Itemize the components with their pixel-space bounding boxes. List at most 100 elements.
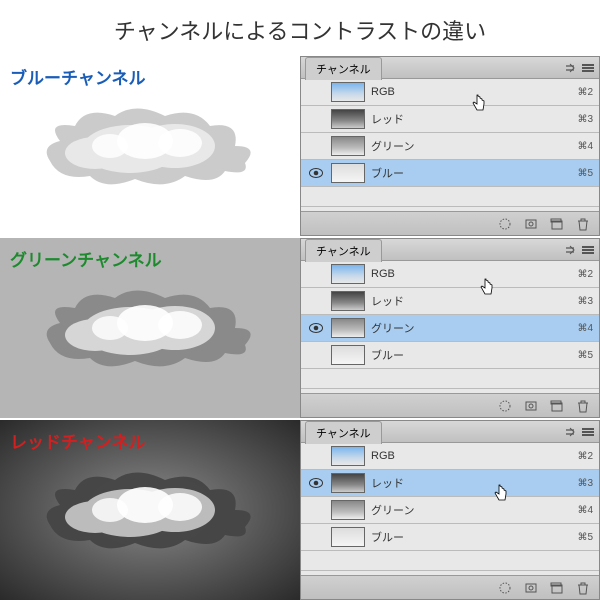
channel-preview-label: レッドチャンネル (10, 428, 146, 453)
channel-name: レッド (371, 111, 571, 127)
channel-shortcut: ⌘4 (577, 141, 593, 152)
delete-channel-icon[interactable] (575, 399, 591, 413)
channel-shortcut: ⌘2 (577, 451, 593, 462)
channel-row[interactable]: レッド ⌘3 (301, 106, 599, 133)
channel-row[interactable]: RGB ⌘2 (301, 443, 599, 470)
preview-area: ブルーチャンネル (0, 56, 300, 236)
channel-preview-label: ブルーチャンネル (10, 64, 146, 89)
load-selection-icon[interactable] (497, 217, 513, 231)
channel-shortcut: ⌘3 (577, 114, 593, 125)
channel-row[interactable]: ブルー ⌘5 (301, 342, 599, 369)
cloud-preview (35, 273, 265, 383)
new-channel-icon[interactable] (549, 217, 565, 231)
channel-name: レッド (371, 475, 571, 491)
channel-thumbnail (331, 264, 365, 284)
channel-row[interactable]: グリーン ⌘4 (301, 497, 599, 524)
section-row: ブルーチャンネル チャンネル RGB ⌘2 レッド ⌘3 (0, 56, 600, 236)
channel-name: レッド (371, 293, 571, 309)
section-row: グリーンチャンネル チャンネル RGB ⌘2 レッド ⌘ (0, 238, 600, 418)
save-selection-icon[interactable] (523, 217, 539, 231)
visibility-icon (309, 168, 323, 178)
channel-thumbnail (331, 291, 365, 311)
save-selection-icon[interactable] (523, 581, 539, 595)
visibility-toggle[interactable] (307, 323, 325, 333)
channel-name: ブルー (371, 347, 571, 363)
channel-row[interactable]: グリーン ⌘4 (301, 315, 599, 342)
panel-menu-icon[interactable] (581, 427, 595, 437)
cursor-pointer-icon (471, 93, 487, 113)
panel-tab[interactable]: チャンネル (305, 239, 382, 262)
cursor-pointer-icon (479, 277, 495, 297)
panel-footer (301, 575, 599, 599)
channel-thumbnail (331, 446, 365, 466)
channel-thumbnail (331, 345, 365, 365)
panel-header: チャンネル (301, 239, 599, 261)
channel-name: グリーン (371, 138, 571, 154)
panel-header: チャンネル (301, 421, 599, 443)
channel-shortcut: ⌘3 (577, 478, 593, 489)
channels-panel: チャンネル RGB ⌘2 レッド ⌘3 グリーン ⌘4 (300, 238, 600, 418)
channel-thumbnail (331, 136, 365, 156)
channel-shortcut: ⌘3 (577, 296, 593, 307)
channel-row[interactable]: RGB ⌘2 (301, 79, 599, 106)
channel-shortcut: ⌘5 (577, 168, 593, 179)
visibility-toggle[interactable] (307, 478, 325, 488)
new-channel-icon[interactable] (549, 399, 565, 413)
preview-area: レッドチャンネル (0, 420, 300, 600)
cloud-preview (35, 455, 265, 565)
cursor-pointer-icon (493, 483, 509, 503)
visibility-icon (309, 323, 323, 333)
channel-thumbnail (331, 163, 365, 183)
channel-name: グリーン (371, 320, 571, 336)
channel-thumbnail (331, 82, 365, 102)
channel-row[interactable]: ブルー ⌘5 (301, 524, 599, 551)
channel-list: RGB ⌘2 レッド ⌘3 グリーン ⌘4 ブルー ⌘5 (301, 443, 599, 575)
channel-row[interactable]: レッド ⌘3 (301, 470, 599, 497)
cursor-pointer (479, 277, 495, 297)
channel-shortcut: ⌘2 (577, 87, 593, 98)
channel-shortcut: ⌘4 (577, 323, 593, 334)
panel-menu-icon[interactable] (581, 245, 595, 255)
channels-panel: チャンネル RGB ⌘2 レッド ⌘3 グリーン ⌘4 (300, 56, 600, 236)
cloud-preview (35, 91, 265, 201)
channel-name: ブルー (371, 529, 571, 545)
channel-thumbnail (331, 500, 365, 520)
load-selection-icon[interactable] (497, 399, 513, 413)
channel-list: RGB ⌘2 レッド ⌘3 グリーン ⌘4 ブルー ⌘5 (301, 79, 599, 211)
channel-name: RGB (371, 268, 571, 280)
panel-tab[interactable]: チャンネル (305, 57, 382, 80)
delete-channel-icon[interactable] (575, 581, 591, 595)
channel-shortcut: ⌘2 (577, 269, 593, 280)
visibility-icon (309, 478, 323, 488)
channels-panel: チャンネル RGB ⌘2 レッド ⌘3 グリーン ⌘4 (300, 420, 600, 600)
channel-shortcut: ⌘5 (577, 350, 593, 361)
channel-row[interactable]: ブルー ⌘5 (301, 160, 599, 187)
channel-name: RGB (371, 450, 571, 462)
channel-row[interactable]: RGB ⌘2 (301, 261, 599, 288)
channel-thumbnail (331, 109, 365, 129)
panel-header: チャンネル (301, 57, 599, 79)
channel-row[interactable]: レッド ⌘3 (301, 288, 599, 315)
panel-collapse-icon[interactable] (565, 427, 575, 437)
channel-preview-label: グリーンチャンネル (10, 246, 162, 271)
panel-tab[interactable]: チャンネル (305, 421, 382, 444)
channel-row[interactable]: グリーン ⌘4 (301, 133, 599, 160)
save-selection-icon[interactable] (523, 399, 539, 413)
new-channel-icon[interactable] (549, 581, 565, 595)
cursor-pointer (471, 93, 487, 113)
channel-name: ブルー (371, 165, 571, 181)
channel-shortcut: ⌘4 (577, 505, 593, 516)
panel-menu-icon[interactable] (581, 63, 595, 73)
channel-thumbnail (331, 473, 365, 493)
channel-name: グリーン (371, 502, 571, 518)
delete-channel-icon[interactable] (575, 217, 591, 231)
load-selection-icon[interactable] (497, 581, 513, 595)
page-title: チャンネルによるコントラストの違い (0, 0, 600, 56)
panel-collapse-icon[interactable] (565, 245, 575, 255)
visibility-toggle[interactable] (307, 168, 325, 178)
channel-shortcut: ⌘5 (577, 532, 593, 543)
panel-footer (301, 393, 599, 417)
channel-thumbnail (331, 527, 365, 547)
cursor-pointer (493, 483, 509, 503)
panel-collapse-icon[interactable] (565, 63, 575, 73)
